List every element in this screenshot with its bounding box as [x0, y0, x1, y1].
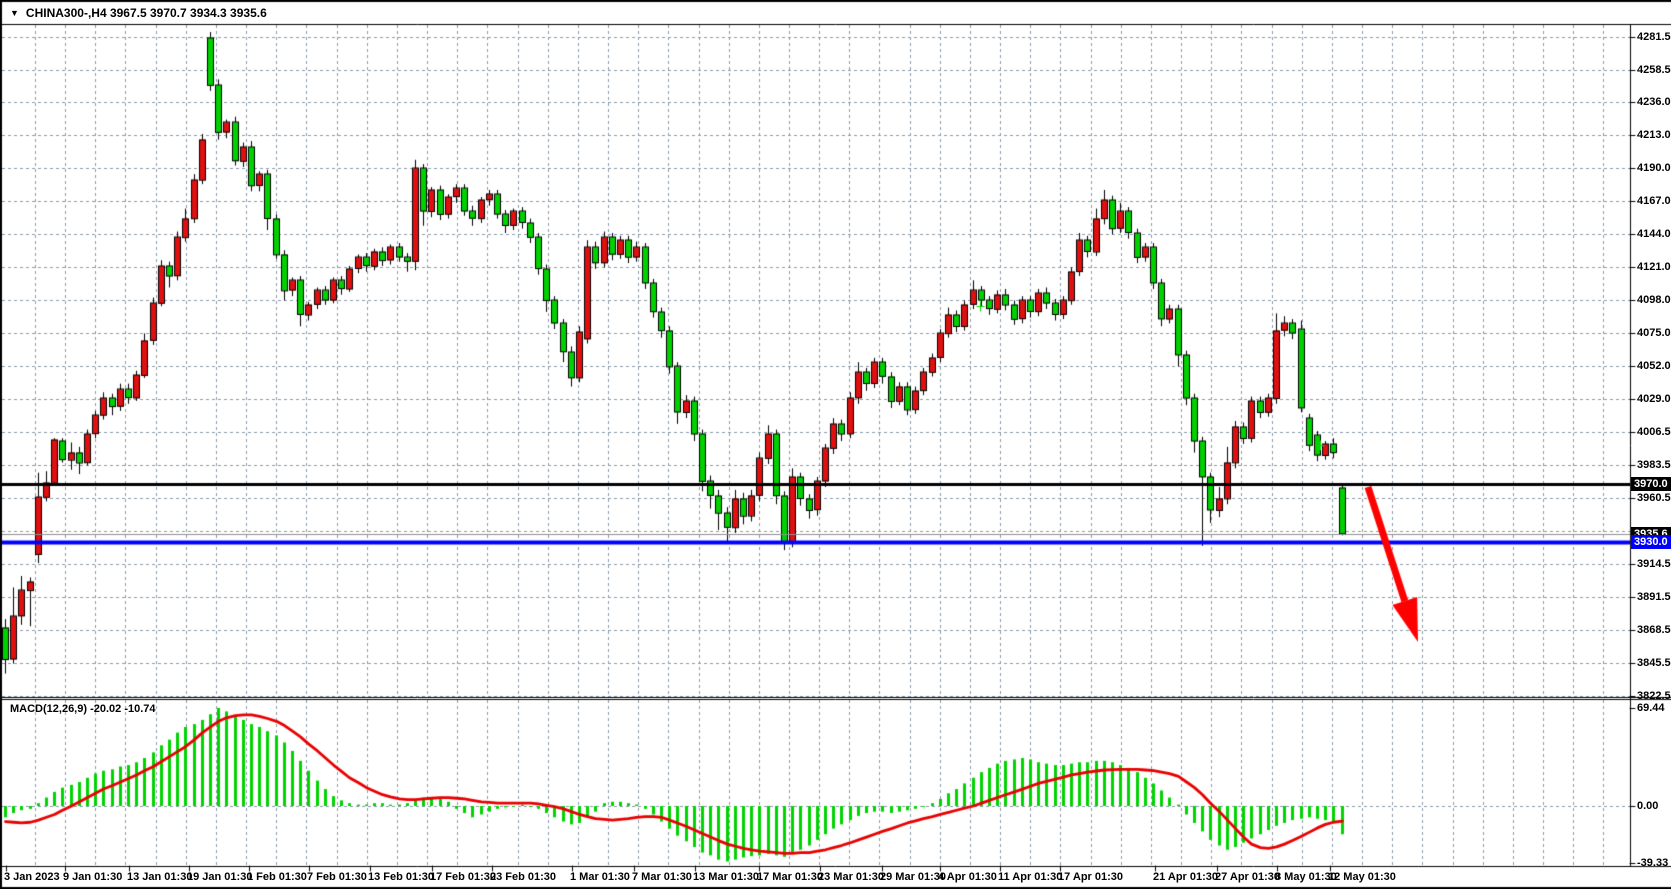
- trading-chart-window: ▼ CHINA300-,H4 3967.5 3970.7 3934.3 3935…: [0, 0, 1671, 889]
- chart-canvas[interactable]: [0, 0, 1671, 889]
